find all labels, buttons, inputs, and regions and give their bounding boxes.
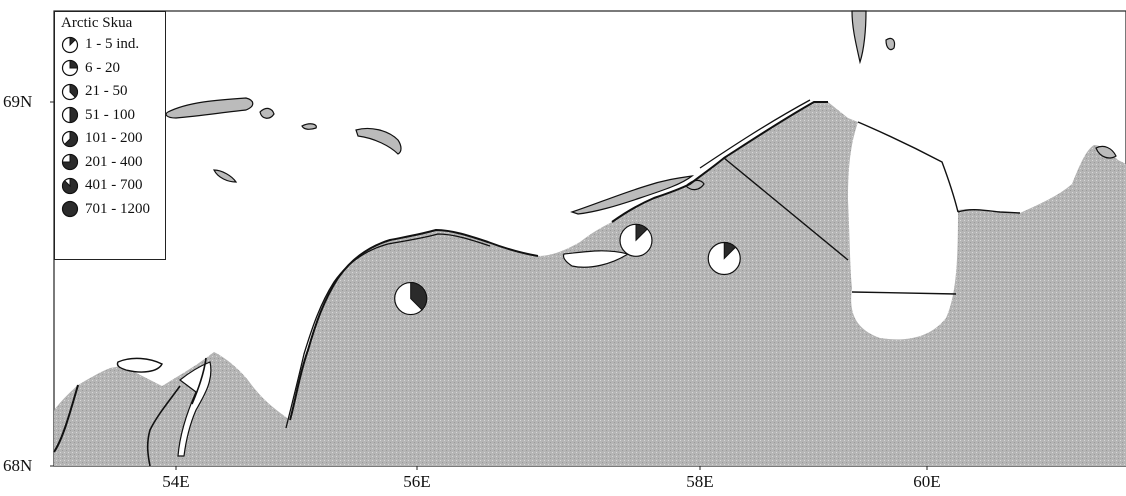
island — [851, 10, 867, 65]
legend-item: 21 - 50 — [61, 80, 165, 104]
legend-item: 701 - 1200 — [61, 198, 165, 222]
coastline — [146, 357, 207, 467]
island — [355, 127, 402, 155]
sea-area — [54, 102, 1126, 466]
island — [1095, 145, 1117, 159]
legend-item-label: 101 - 200 — [85, 130, 143, 147]
lon-label-56e: 56E — [403, 472, 431, 491]
lon-label-60e: 60E — [913, 472, 941, 491]
legend-item: 401 - 700 — [61, 174, 165, 198]
coastline-inner — [285, 99, 811, 429]
lagoon-line — [723, 121, 1021, 295]
legend-item-label: 701 - 1200 — [85, 200, 150, 217]
pie-symbol-icon — [61, 36, 79, 53]
legend-item: 101 - 200 — [61, 127, 165, 151]
island — [570, 175, 695, 215]
lon-label-58e: 58E — [686, 472, 714, 491]
map-legend: Arctic Skua 1 - 5 ind. 6 - 20 21 - 50 51 - … — [54, 11, 166, 260]
pie-symbol-icon — [61, 83, 79, 100]
island — [165, 97, 254, 119]
pie-symbol-icon — [61, 60, 79, 77]
legend-item-label: 201 - 400 — [85, 153, 143, 170]
island — [116, 357, 163, 373]
sandbar — [562, 250, 630, 268]
observation-layer — [394, 223, 741, 316]
observation-marker — [707, 241, 741, 276]
island — [259, 107, 275, 119]
lon-label-54e: 54E — [162, 472, 190, 491]
river-land — [177, 361, 212, 457]
legend-item: 6 - 20 — [61, 57, 165, 81]
legend-item-label: 1 - 5 ind. — [85, 36, 140, 53]
pie-symbol-icon — [61, 130, 79, 147]
legend-item-label: 51 - 100 — [85, 106, 135, 123]
legend-item-label: 401 - 700 — [85, 177, 143, 194]
island — [213, 169, 238, 183]
lat-label-68n: 68N — [3, 456, 33, 475]
observation-marker — [394, 281, 428, 316]
pie-symbol-icon — [61, 154, 79, 171]
legend-item: 1 - 5 ind. — [61, 33, 165, 57]
pie-symbol-icon — [61, 177, 79, 194]
pie-symbol-icon — [61, 107, 79, 124]
legend-item-label: 21 - 50 — [85, 83, 128, 100]
observation-marker — [619, 223, 653, 257]
legend-item-label: 6 - 20 — [85, 59, 120, 76]
map-ticks — [50, 101, 928, 470]
island — [885, 37, 896, 51]
coastline — [53, 101, 828, 453]
island — [301, 123, 317, 130]
pie-symbol-icon — [61, 201, 79, 218]
legend-item: 201 - 400 — [61, 151, 165, 175]
legend-title: Arctic Skua — [61, 15, 133, 31]
lat-label-69n: 69N — [3, 92, 33, 111]
legend-item: 51 - 100 — [61, 104, 165, 128]
